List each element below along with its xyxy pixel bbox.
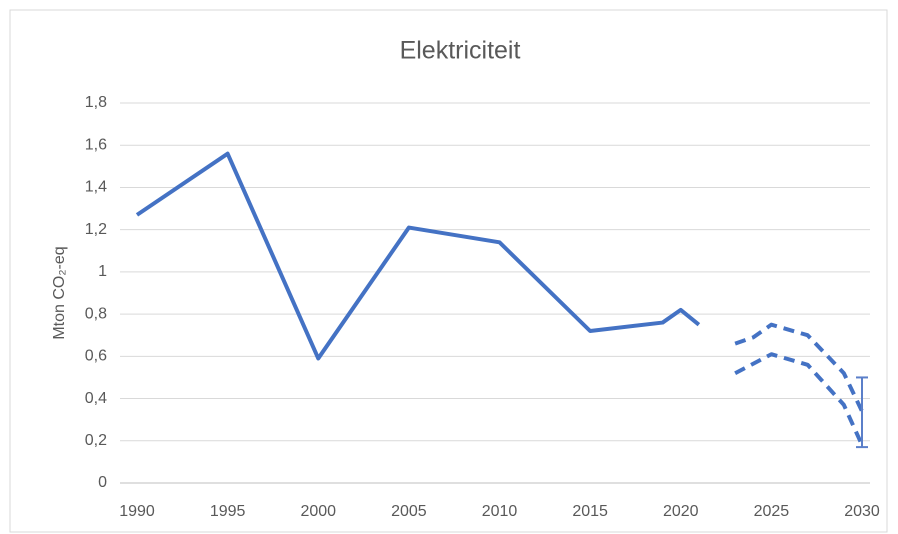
- x-tick-label: 2025: [754, 503, 790, 520]
- chart-title: Elektriciteit: [400, 37, 521, 65]
- x-tick-label: 2000: [300, 503, 336, 520]
- x-tick-label: 2005: [391, 503, 427, 520]
- y-tick-label: 1,4: [85, 179, 107, 196]
- y-tick-label: 0,4: [85, 390, 107, 407]
- x-tick-label: 1990: [119, 503, 155, 520]
- chart-frame: [9, 9, 888, 533]
- y-tick-label: 1,2: [85, 221, 107, 238]
- y-tick-label: 0,2: [85, 432, 107, 449]
- x-tick-label: 2010: [482, 503, 518, 520]
- y-tick-label: 1: [98, 263, 107, 280]
- y-tick-label: 0,6: [85, 348, 107, 365]
- x-tick-label: 2030: [844, 503, 880, 520]
- data-line: [734, 322, 864, 413]
- x-tick-label: 1995: [210, 503, 246, 520]
- data-line: [135, 151, 701, 361]
- y-tick-label: 1,6: [85, 136, 107, 153]
- y-tick-label: 1,8: [85, 94, 107, 111]
- y-tick-label: 0: [98, 474, 107, 491]
- y-tick-label: 0,8: [85, 305, 107, 322]
- data-line: [734, 352, 864, 446]
- y-axis-label: Mton CO₂-eq: [51, 246, 68, 339]
- x-tick-label: 2015: [572, 503, 608, 520]
- x-tick-label: 2020: [663, 503, 699, 520]
